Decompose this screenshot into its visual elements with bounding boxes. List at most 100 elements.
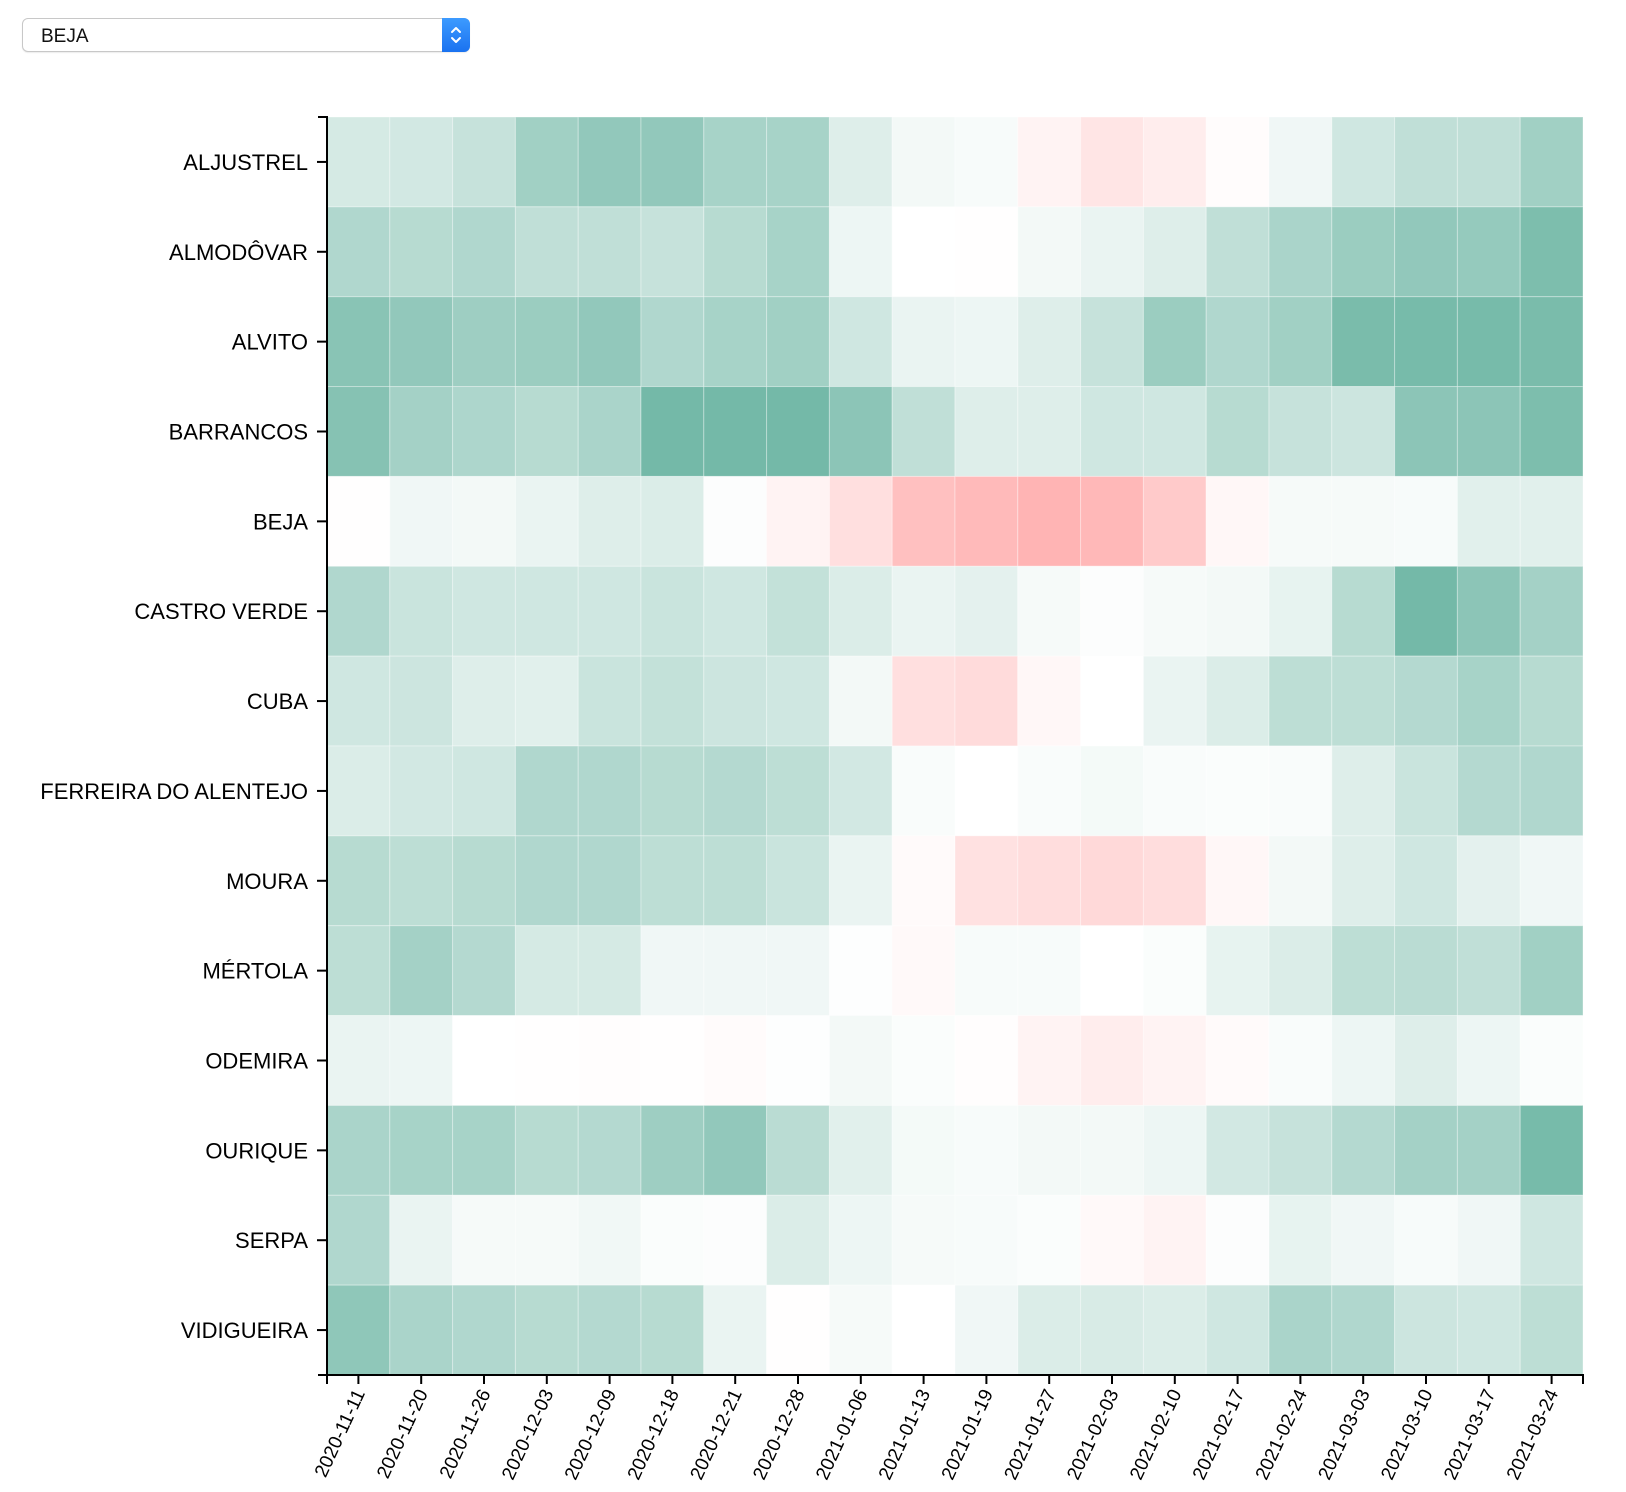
heatmap-cell [954,475,1019,567]
heatmap-cell [828,835,893,927]
heatmap-cell [1268,1104,1333,1196]
heatmap-cell [766,745,830,837]
heatmap-cell [1205,206,1270,298]
heatmap-cell [452,925,516,1017]
x-tick-label: 2020-12-18 [624,1386,684,1483]
heatmap-cell [1017,835,1082,927]
heatmap-cell [1519,655,1584,747]
heatmap-cell [514,745,579,837]
heatmap-cell [828,925,893,1017]
heatmap-cell [1456,1015,1521,1106]
heatmap-cell [954,1104,1019,1196]
heatmap-cell [640,1104,705,1196]
y-tick-label: BARRANCOS [169,420,308,445]
heatmap-cell [891,1194,956,1286]
heatmap-cell [766,565,830,657]
heatmap-cell [389,1284,454,1376]
heatmap-cell [1456,116,1521,208]
x-tick-label: 2020-11-26 [436,1386,496,1482]
heatmap-cell [1268,1015,1333,1106]
heatmap-cell [577,835,642,927]
heatmap-cell [954,1015,1019,1106]
heatmap-cell [954,925,1019,1017]
x-tick-label: 2021-02-03 [1063,1386,1123,1483]
x-tick-label: 2020-11-11 [311,1386,370,1480]
heatmap-cell [1394,1104,1458,1196]
heatmap-cell [703,1284,768,1376]
heatmap-cell [514,296,579,388]
y-tick-label: OURIQUE [205,1138,308,1163]
x-tick-label: 2021-02-17 [1189,1386,1249,1483]
heatmap-cell [1456,1104,1521,1196]
heatmap-cell [1519,565,1584,657]
heatmap-cell [1394,1194,1458,1286]
heatmap-cell [954,386,1019,477]
heatmap-cell [640,835,705,927]
heatmap-cell [326,655,391,747]
heatmap-cell [703,925,768,1017]
heatmap-cell [1017,386,1082,477]
heatmap-cell [703,296,768,388]
heatmap-cell [1142,745,1207,837]
heatmap-cell [514,1015,579,1106]
heatmap-cell [1017,745,1082,837]
heatmap-cell [1519,206,1584,298]
heatmap-cell [452,745,516,837]
heatmap-cell [514,655,579,747]
heatmap-cell [577,1194,642,1286]
heatmap-cell [954,565,1019,657]
heatmap-cell [326,296,391,388]
heatmap-cell [1080,835,1144,927]
heatmap-cell [766,925,830,1017]
heatmap-cell [1205,1015,1270,1106]
heatmap-cell [577,1284,642,1376]
heatmap-cell [640,386,705,477]
heatmap-cell [703,565,768,657]
heatmap-cell [1394,655,1458,747]
x-tick-label: 2020-12-28 [749,1386,809,1483]
y-tick-label: ALJUSTREL [183,150,308,175]
heatmap-cell [577,655,642,747]
heatmap-cell [703,1015,768,1106]
heatmap-cell [389,1015,454,1106]
heatmap-cell [1080,475,1144,567]
heatmap-cell [1268,386,1333,477]
heatmap-cell [514,116,579,208]
heatmap-cell [766,475,830,567]
heatmap-cell [452,475,516,567]
heatmap-cell [1268,1284,1333,1376]
heatmap-cell [1268,565,1333,657]
heatmap-cell [452,1104,516,1196]
heatmap-cell [703,1104,768,1196]
heatmap-cell [1331,745,1396,837]
heatmap-cell [1017,296,1082,388]
y-tick-label: SERPA [235,1228,308,1253]
heatmap-cell [1456,745,1521,837]
heatmap-cell [326,1194,391,1286]
municipality-select[interactable]: BEJA [22,18,470,52]
x-tick-label: 2021-01-13 [875,1386,935,1483]
heatmap-cell [452,206,516,298]
heatmap-cell [954,116,1019,208]
heatmap-cell [954,835,1019,927]
heatmap-cell [1017,1104,1082,1196]
y-tick-label: ALMODÔVAR [169,240,308,265]
heatmap-cell [828,296,893,388]
heatmap-cell [828,206,893,298]
heatmap-cell [1142,296,1207,388]
heatmap-cell [577,296,642,388]
heatmap-cell [891,745,956,837]
heatmap-cell [640,745,705,837]
heatmap-cell [514,1104,579,1196]
heatmap-cell [1017,116,1082,208]
heatmap-cell [1205,1194,1270,1286]
heatmap-cell [1142,565,1207,657]
select-arrows-icon[interactable] [442,18,470,52]
heatmap-cell [1268,835,1333,927]
heatmap-cell [389,835,454,927]
heatmap-cell [1394,835,1458,927]
heatmap-cell [452,1194,516,1286]
heatmap-cell [1017,1015,1082,1106]
heatmap-cell [640,116,705,208]
heatmap-cell [1519,386,1584,477]
